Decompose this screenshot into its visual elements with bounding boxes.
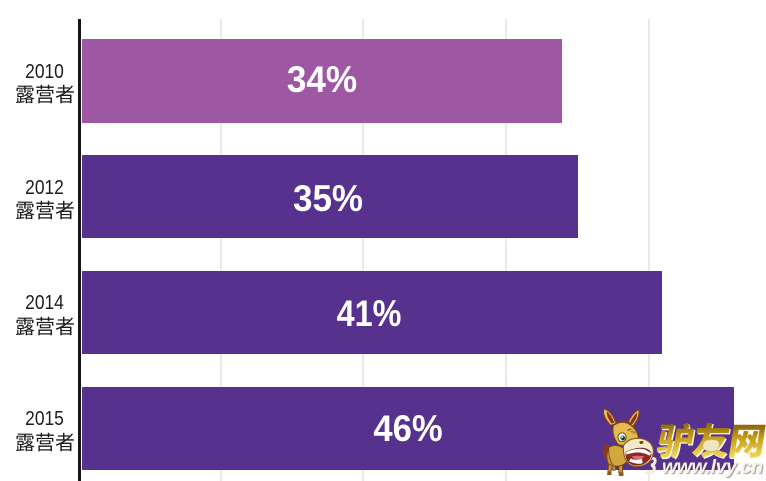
svg-text:www.lvy.cn: www.lvy.cn [662,456,763,478]
